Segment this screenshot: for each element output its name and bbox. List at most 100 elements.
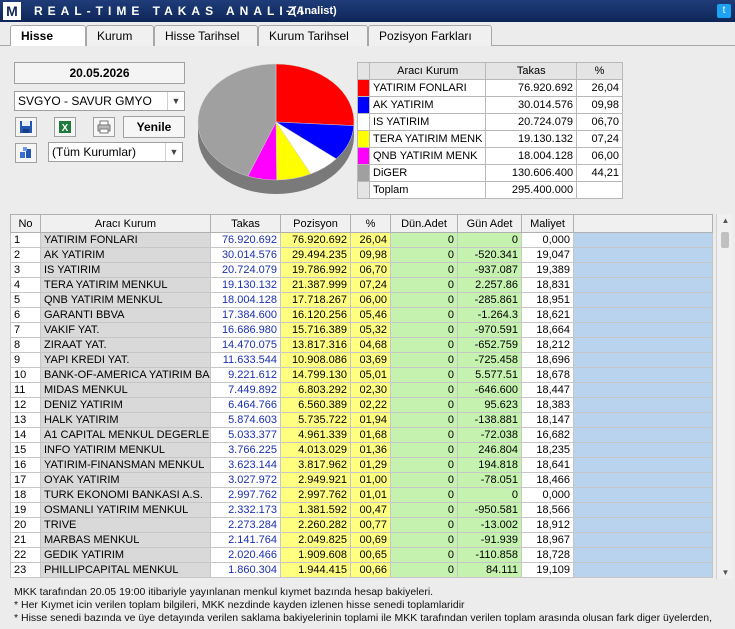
tab-kurum[interactable]: Kurum — [86, 25, 154, 46]
table-row[interactable]: 2 AK YATIRIM 30.014.576 29.494.235 09,98 0 -52… — [10, 247, 713, 263]
table-row[interactable]: 23 PHILLIPCAPITAL MENKUL 1.860.304 1.944.41… — [10, 562, 713, 578]
cell-pozisyon: 21.387.999 — [280, 277, 351, 293]
cell-dun-adet: 0 — [390, 442, 458, 458]
legend-header-pct: % — [576, 62, 623, 80]
cell-gun-adet: -970.591 — [457, 322, 522, 338]
institutions-button[interactable] — [15, 143, 37, 163]
cell-empty — [573, 337, 713, 353]
cell-empty — [573, 487, 713, 503]
legend-total-label: Toplam — [368, 181, 487, 199]
table-row[interactable]: 7 VAKIF YAT. 16.686.980 15.716.389 05,32 0 -97… — [10, 322, 713, 338]
table-row[interactable]: 3 IS YATIRIM 20.724.079 19.786.992 06,70 0 -93… — [10, 262, 713, 278]
table-row[interactable]: 19 OSMANLI YATIRIM MENKUL 2.332.173 1.381.5… — [10, 502, 713, 518]
twitter-icon[interactable]: t — [717, 4, 731, 18]
cell-kurum: OYAK YATIRIM — [40, 472, 211, 488]
cell-no: 23 — [10, 562, 41, 578]
table-row[interactable]: 12 DENIZ YATIRIM 6.464.766 6.560.389 02,22 0 9… — [10, 397, 713, 413]
table-row[interactable]: 16 YATIRIM-FINANSMAN MENKUL 3.623.144 3.817… — [10, 457, 713, 473]
table-row[interactable]: 1 YATIRIM FONLARI 76.920.692 76.920.692 26,0… — [10, 232, 713, 248]
footnote-line: MKK tarafından 20.05 19:00 itibariyle ya… — [14, 586, 434, 598]
col-header-pozisyon[interactable]: Pozisyon — [280, 214, 351, 233]
cell-no: 11 — [10, 382, 41, 398]
tab-pozisyon-farklari[interactable]: Pozisyon Farkları — [368, 25, 492, 46]
save-button[interactable] — [15, 117, 37, 137]
legend-swatch — [357, 79, 370, 97]
cell-kurum: OSMANLI YATIRIM MENKUL — [40, 502, 211, 518]
cell-kurum: PHILLIPCAPITAL MENKUL — [40, 562, 211, 578]
scroll-up-icon[interactable]: ▲ — [721, 216, 730, 225]
legend-total-value: 295.400.000 — [485, 181, 578, 199]
col-header-pct[interactable]: % — [350, 214, 391, 233]
cell-dun-adet: 0 — [390, 397, 458, 413]
table-row[interactable]: 18 TURK EKONOMI BANKASI A.S. 2.997.762 2.99… — [10, 487, 713, 503]
cell-empty — [573, 442, 713, 458]
cell-maliyet: 18,912 — [521, 517, 574, 533]
table-row[interactable]: 4 TERA YATIRIM MENKUL 19.130.132 21.387.999… — [10, 277, 713, 293]
refresh-button[interactable]: Yenile — [123, 116, 185, 138]
cell-gun-adet: -1.264.3 — [457, 307, 522, 323]
cell-takas: 3.766.225 — [210, 442, 281, 458]
scroll-down-icon[interactable]: ▼ — [721, 568, 730, 577]
cell-maliyet: 18,831 — [521, 277, 574, 293]
table-row[interactable]: 9 YAPI KREDI YAT. 11.633.544 10.908.086 03,6… — [10, 352, 713, 368]
table-row[interactable]: 5 QNB YATIRIM MENKUL 18.004.128 17.718.267 0… — [10, 292, 713, 308]
cell-pct: 00,77 — [350, 517, 391, 533]
table-row[interactable]: 13 HALK YATIRIM 5.874.603 5.735.722 01,94 0 -1… — [10, 412, 713, 428]
tab-kurum-tarihsel[interactable]: Kurum Tarihsel — [258, 25, 368, 46]
cell-empty — [573, 262, 713, 278]
table-row[interactable]: 22 GEDIK YATIRIM 2.020.466 1.909.608 00,65 0-… — [10, 547, 713, 563]
table-row[interactable]: 21 MARBAS MENKUL 2.141.764 2.049.825 00,69 0-… — [10, 532, 713, 548]
cell-pozisyon: 29.494.235 — [280, 247, 351, 263]
table-row[interactable]: 20 TRIVE 2.273.284 2.260.282 00,77 0 -13.002 18… — [10, 517, 713, 533]
col-header-kurum[interactable]: Aracı Kurum — [40, 214, 211, 233]
cell-empty — [573, 322, 713, 338]
legend-pct: 06,00 — [576, 147, 623, 165]
table-row[interactable]: 6 GARANTI BBVA 17.384.600 16.120.256 05,46 0-… — [10, 307, 713, 323]
table-row[interactable]: 8 ZIRAAT YAT. 14.470.075 13.817.316 04,68 0 -6… — [10, 337, 713, 353]
cell-dun-adet: 0 — [390, 457, 458, 473]
institution-select-value: (Tüm Kurumlar) — [52, 145, 137, 159]
table-row[interactable]: 17 OYAK YATIRIM 3.027.972 2.949.921 01,00 0 -7… — [10, 472, 713, 488]
legend-row: AK YATIRIM 30.014.576 09,98 — [357, 96, 623, 114]
print-button[interactable] — [93, 117, 115, 137]
table-row[interactable]: 11 MIDAS MENKUL 7.449.892 6.803.292 02,30 0 -6… — [10, 382, 713, 398]
table-row[interactable]: 15 INFO YATIRIM MENKUL 3.766.225 4.013.029 0… — [10, 442, 713, 458]
cell-maliyet: 19,047 — [521, 247, 574, 263]
cell-kurum: YAPI KREDI YAT. — [40, 352, 211, 368]
cell-takas: 1.860.304 — [210, 562, 281, 578]
cell-pct: 06,70 — [350, 262, 391, 278]
col-header-gun-adet[interactable]: Gün Adet — [457, 214, 522, 233]
export-excel-button[interactable]: X — [54, 117, 76, 137]
cell-no: 20 — [10, 517, 41, 533]
cell-pozisyon: 2.949.921 — [280, 472, 351, 488]
col-header-takas[interactable]: Takas — [210, 214, 281, 233]
cell-takas: 2.997.762 — [210, 487, 281, 503]
tab-hisse-tarihsel[interactable]: Hisse Tarihsel — [154, 25, 258, 46]
tab-hisse[interactable]: Hisse — [10, 25, 86, 47]
save-icon — [20, 121, 32, 133]
cell-empty — [573, 232, 713, 248]
col-header-maliyet[interactable]: Maliyet — [521, 214, 574, 233]
col-header-empty — [573, 214, 713, 233]
cell-pct: 00,47 — [350, 502, 391, 518]
grid-scrollbar[interactable]: ▲ ▼ — [716, 214, 733, 579]
chevron-down-icon[interactable]: ▼ — [165, 143, 182, 161]
scroll-thumb[interactable] — [721, 232, 729, 248]
institution-select[interactable]: (Tüm Kurumlar) ▼ — [48, 142, 183, 162]
cell-pozisyon: 13.817.316 — [280, 337, 351, 353]
cell-gun-adet: -78.051 — [457, 472, 522, 488]
col-header-no[interactable]: No — [10, 214, 41, 233]
table-row[interactable]: 10 BANK-OF-AMERICA YATIRIM BAN 9.221.612 14… — [10, 367, 713, 383]
cell-maliyet: 18,696 — [521, 352, 574, 368]
cell-kurum: A1 CAPITAL MENKUL DEGERLER — [40, 427, 211, 443]
stock-select[interactable]: SVGYO - SAVUR GMYO ▼ — [14, 91, 185, 111]
cell-no: 21 — [10, 532, 41, 548]
cell-pct: 00,66 — [350, 562, 391, 578]
chevron-down-icon[interactable]: ▼ — [167, 92, 184, 110]
col-header-dun-adet[interactable]: Dün.Adet — [390, 214, 458, 233]
cell-takas: 76.920.692 — [210, 232, 281, 248]
cell-takas: 3.027.972 — [210, 472, 281, 488]
cell-pozisyon: 5.735.722 — [280, 412, 351, 428]
table-row[interactable]: 14 A1 CAPITAL MENKUL DEGERLER 5.033.377 4.9… — [10, 427, 713, 443]
cell-takas: 20.724.079 — [210, 262, 281, 278]
